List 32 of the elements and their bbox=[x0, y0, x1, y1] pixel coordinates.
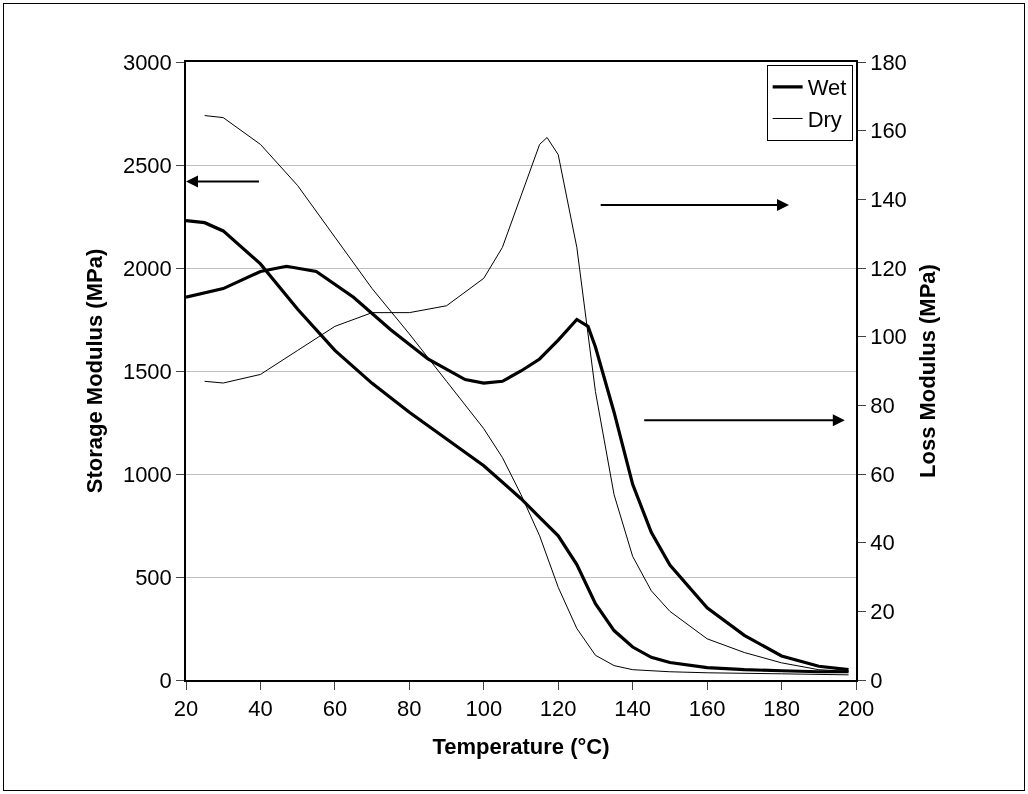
y2-tick-label: 40 bbox=[870, 530, 895, 556]
x-tick-label: 120 bbox=[539, 696, 577, 722]
y-tick-label: 2000 bbox=[122, 255, 172, 281]
x-tick-label: 40 bbox=[248, 696, 273, 722]
y-tick-label: 2500 bbox=[122, 152, 172, 178]
y-tick-label: 3000 bbox=[122, 49, 172, 75]
y-tick-label: 1500 bbox=[122, 358, 172, 384]
y-axis-title: Storage Modulus (MPa) bbox=[82, 248, 108, 494]
x-tick-label: 200 bbox=[837, 696, 875, 722]
y2-tick-label: 80 bbox=[870, 393, 895, 419]
y2-axis-title: Loss Modulus (MPa) bbox=[915, 264, 941, 478]
x-tick-label: 180 bbox=[763, 696, 800, 722]
y2-tick-label: 120 bbox=[870, 255, 907, 281]
y-tick-label: 0 bbox=[159, 667, 172, 693]
x-axis-title: Temperature (°C) bbox=[432, 733, 610, 759]
x-tick-label: 140 bbox=[614, 696, 652, 722]
y-tick-label: 500 bbox=[135, 564, 172, 590]
x-tick-label: 60 bbox=[322, 696, 348, 722]
y2-tick-label: 0 bbox=[870, 667, 883, 693]
x-tick-label: 100 bbox=[465, 696, 503, 722]
y2-tick-label: 100 bbox=[870, 324, 907, 350]
y-tick-label: 1000 bbox=[122, 461, 172, 487]
y2-tick-label: 160 bbox=[870, 118, 907, 144]
y2-tick-label: 20 bbox=[870, 599, 895, 625]
legend-label: Wet bbox=[807, 75, 847, 101]
y2-tick-label: 60 bbox=[870, 461, 895, 487]
y2-tick-label: 180 bbox=[870, 49, 907, 75]
y2-tick-label: 140 bbox=[870, 187, 907, 213]
x-tick-label: 20 bbox=[173, 696, 199, 722]
legend-label: Dry bbox=[807, 107, 842, 133]
x-tick-label: 80 bbox=[397, 696, 422, 722]
x-tick-label: 160 bbox=[688, 696, 726, 722]
